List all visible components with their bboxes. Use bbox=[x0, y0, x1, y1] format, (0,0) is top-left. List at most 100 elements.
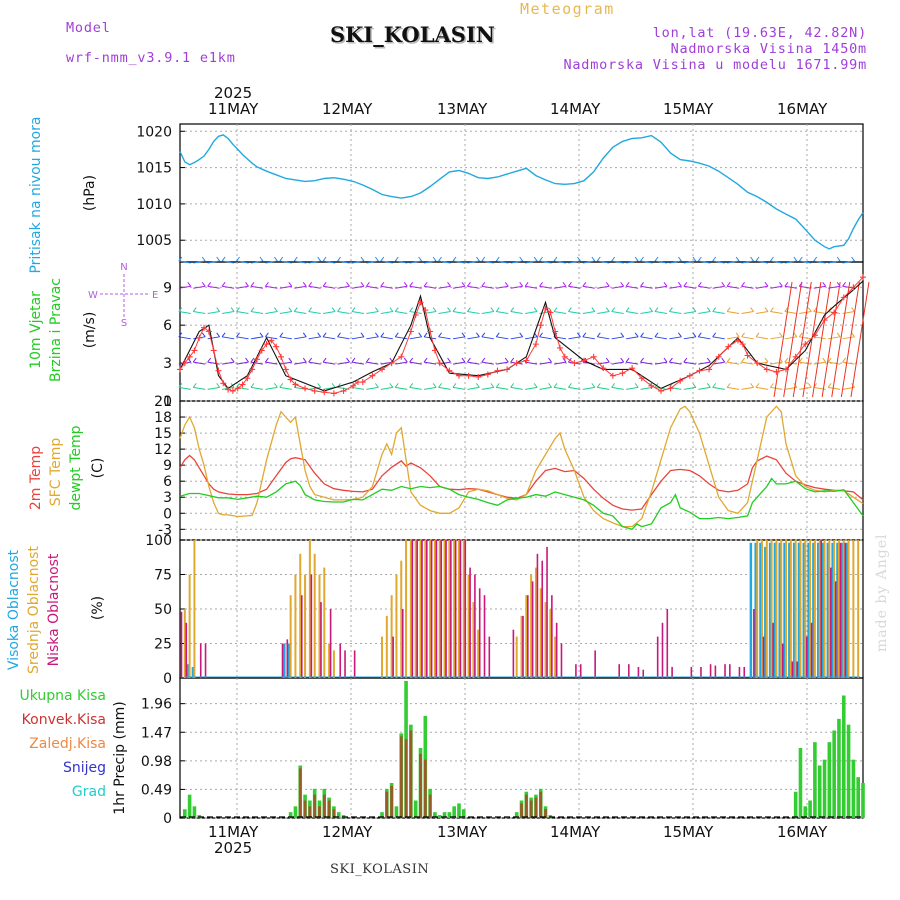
wind-barb bbox=[813, 336, 826, 340]
mid-cloud-bar bbox=[443, 540, 446, 678]
wind-barb-flag bbox=[495, 307, 500, 312]
wind-barb bbox=[467, 285, 480, 289]
conv-precip-bar bbox=[298, 768, 302, 818]
conv-precip-bar bbox=[327, 800, 331, 818]
high-cloud-bar bbox=[283, 643, 286, 678]
total-precip-bar bbox=[336, 812, 341, 818]
wind-barb-flag bbox=[620, 357, 625, 363]
wind-barb-flag bbox=[798, 256, 803, 262]
low-cloud-bar bbox=[459, 540, 462, 678]
ytick-label-clouds-2: 50 bbox=[154, 602, 172, 618]
mid-cloud-bar bbox=[433, 540, 436, 678]
wind-barb-flag bbox=[562, 281, 567, 287]
wind-barb bbox=[525, 285, 538, 289]
wind-speed-point bbox=[590, 353, 597, 360]
mid-cloud-bar bbox=[472, 602, 475, 678]
wind-barb-flag bbox=[250, 357, 255, 363]
wind-barb-flag bbox=[634, 332, 639, 338]
wind-barb-flag bbox=[726, 281, 731, 287]
wind-barb bbox=[539, 285, 552, 289]
low-cloud-bar bbox=[522, 615, 524, 678]
wind-barb-flag bbox=[793, 256, 798, 262]
mid-cloud-bar bbox=[520, 615, 523, 678]
wind-barb-flag bbox=[755, 383, 760, 388]
wind-barb bbox=[452, 311, 466, 315]
wind-barb bbox=[669, 311, 682, 315]
wind-barb-flag bbox=[683, 357, 688, 363]
wind-barb-flag bbox=[317, 256, 322, 262]
panel-frame-wind bbox=[179, 261, 864, 402]
wind-barb bbox=[236, 311, 249, 315]
footer-station: SKI_KOLASIN bbox=[330, 862, 430, 877]
ytick-label-temperature-3: 6 bbox=[163, 474, 172, 490]
wind-barb bbox=[380, 336, 393, 340]
wind-barb bbox=[496, 386, 509, 390]
wind-speed-point bbox=[191, 347, 198, 354]
high-cloud-bar bbox=[788, 542, 791, 678]
wind-barb-flag bbox=[822, 357, 827, 363]
wind-barb-flag bbox=[432, 383, 437, 388]
wind-barb bbox=[654, 336, 668, 340]
wind-barb bbox=[640, 260, 653, 264]
wind-barb-flag bbox=[293, 307, 298, 312]
high-cloud-bar bbox=[845, 542, 849, 678]
wind-barb-flag bbox=[236, 307, 240, 312]
wind-barb-flag bbox=[467, 307, 471, 312]
wind-barb bbox=[481, 311, 494, 315]
ytick-label-temperature-2: 3 bbox=[163, 490, 172, 506]
wind-barb-flag bbox=[692, 332, 697, 338]
mid-cloud-bar bbox=[304, 574, 307, 678]
mid-cloud-bar bbox=[400, 560, 403, 678]
low-cloud-bar bbox=[618, 664, 620, 678]
date-top-12: 12MAY bbox=[322, 100, 373, 118]
wind-speed-point bbox=[600, 365, 607, 372]
low-cloud-bar bbox=[714, 665, 717, 678]
mid-cloud-bar bbox=[515, 636, 518, 678]
wind-barb-flag bbox=[178, 383, 183, 388]
low-cloud-bar bbox=[488, 636, 491, 678]
wind-barb-flag bbox=[735, 256, 740, 262]
conv-precip-bar bbox=[409, 730, 413, 818]
wind-barb bbox=[727, 386, 740, 390]
high-cloud-bar bbox=[812, 542, 815, 678]
ytick-label-wind-0: 0 bbox=[163, 394, 172, 410]
wind-barb-flag bbox=[245, 357, 249, 363]
low-cloud-bar bbox=[830, 567, 832, 678]
wind-barb bbox=[366, 386, 379, 390]
conv-precip-bar bbox=[419, 753, 422, 818]
wind-barb bbox=[626, 285, 639, 289]
wind-barb-flag bbox=[423, 281, 428, 287]
wind-barb-flag bbox=[337, 256, 341, 262]
date-top-16: 16MAY bbox=[777, 100, 828, 118]
mid-cloud-bar bbox=[775, 540, 778, 678]
mid-cloud-bar bbox=[395, 574, 398, 678]
wind-barb bbox=[337, 260, 350, 264]
low-cloud-bar bbox=[204, 643, 207, 678]
wind-barb bbox=[582, 260, 595, 264]
wind-barb bbox=[727, 285, 740, 289]
wind-barb bbox=[452, 285, 466, 289]
wind-barb-flag bbox=[764, 307, 769, 312]
wind-speed-point bbox=[821, 317, 828, 324]
wind-barb-flag bbox=[591, 256, 596, 262]
wind-barb bbox=[467, 260, 480, 264]
wind-barb bbox=[409, 260, 422, 264]
mid-cloud-bar bbox=[765, 540, 768, 678]
wind-barb bbox=[467, 336, 480, 340]
mid-cloud-bar bbox=[462, 540, 465, 678]
wind-barb-flag bbox=[481, 357, 486, 363]
wind-speed-point bbox=[677, 377, 684, 384]
ytick-label-precipitation-1: 0.49 bbox=[141, 782, 172, 798]
total-precip-bar bbox=[293, 806, 298, 818]
wind-barb bbox=[510, 386, 523, 390]
wind-barb bbox=[799, 260, 812, 264]
low-cloud-bar bbox=[738, 666, 741, 678]
wind-barb-flag bbox=[721, 281, 726, 287]
wind-barb bbox=[294, 386, 307, 390]
high-cloud-bar bbox=[186, 664, 190, 678]
wind-barb bbox=[553, 311, 567, 315]
wind-barb-flag bbox=[726, 383, 731, 388]
wind-barb-flag bbox=[519, 281, 524, 287]
wind-barb-flag bbox=[669, 357, 673, 363]
chart-subtitle: Meteogram bbox=[520, 0, 615, 18]
